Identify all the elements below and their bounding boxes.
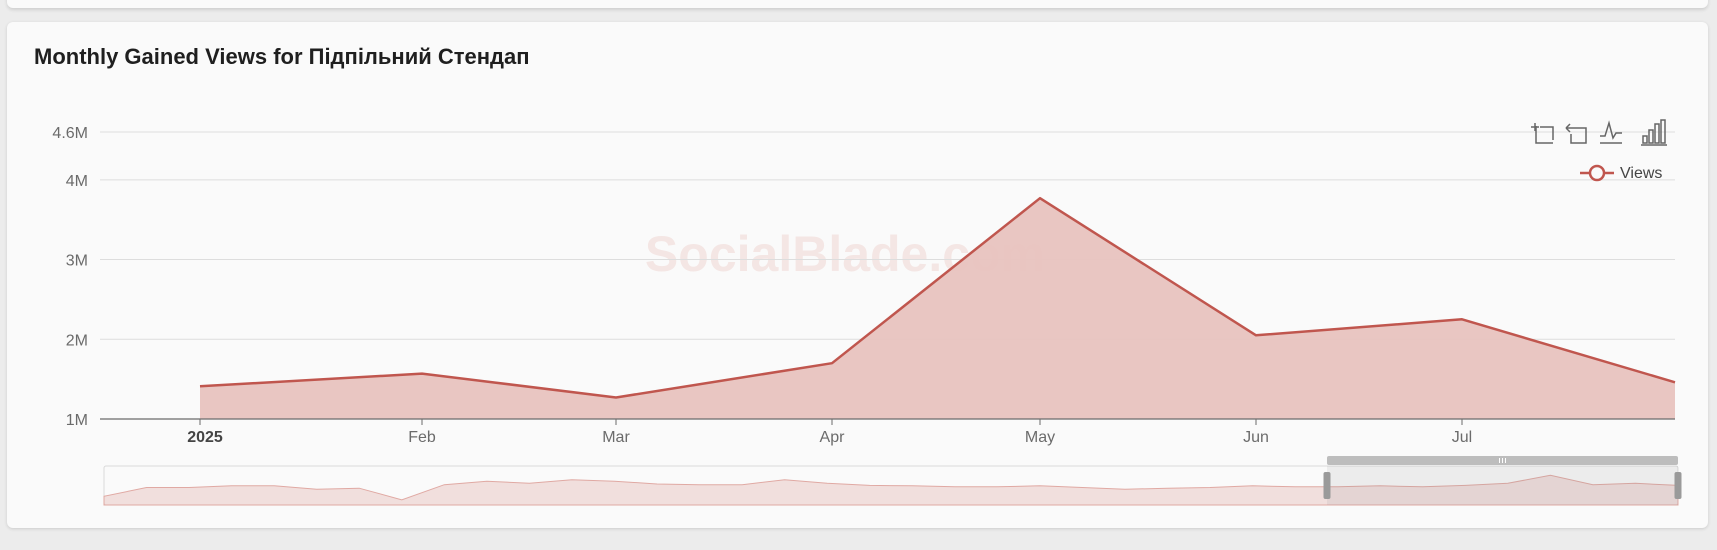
y-tick-label: 4M (66, 173, 88, 190)
zoom-icon[interactable] (1527, 120, 1557, 146)
y-tick-label: 4.6M (52, 125, 88, 142)
x-tick-label: Jun (1243, 429, 1269, 446)
zoom-handle[interactable] (1323, 472, 1331, 499)
x-tick-label: Mar (602, 429, 630, 446)
zoom-handle[interactable] (1674, 472, 1682, 499)
chart-toolbox (1527, 119, 1667, 146)
x-tick-label: Apr (820, 429, 846, 446)
zoom-reset-icon[interactable] (1561, 120, 1591, 146)
zoom-selection[interactable] (1326, 466, 1678, 505)
legend[interactable]: Views (1580, 164, 1662, 182)
y-axis: 1M 2M 3M 4M 4.6M (52, 125, 88, 429)
series-views (199, 196, 1676, 419)
x-axis: 2025 Feb Mar Apr May Jun Jul (100, 418, 1675, 446)
y-tick-label: 2M (66, 332, 88, 349)
chart-title: Monthly Gained Views for Підпільний Стен… (34, 44, 530, 69)
y-tick-label: 3M (66, 253, 88, 270)
series-line (199, 196, 1676, 399)
y-tick-label: 1M (66, 412, 88, 429)
x-tick-label: Feb (408, 429, 436, 446)
zoom-overview-area (103, 474, 1679, 506)
series-area (200, 198, 1675, 419)
x-tick-label: Jul (1452, 429, 1472, 446)
x-tick-label: 2025 (187, 429, 223, 446)
x-tick-label: May (1025, 429, 1055, 446)
legend-circle-marker (1588, 164, 1606, 182)
chart-card: Monthly Gained Views for Підпільний Стен… (7, 22, 1708, 528)
bar-chart-icon[interactable] (1629, 119, 1667, 146)
data-zoom-slider[interactable] (103, 456, 1682, 506)
legend-label-views: Views (1620, 165, 1662, 182)
line-chart-icon[interactable] (1595, 120, 1625, 146)
previous-card (7, 0, 1708, 8)
